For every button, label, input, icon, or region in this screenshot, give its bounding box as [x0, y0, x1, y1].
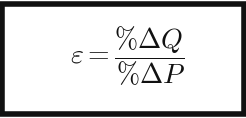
Text: $\varepsilon = \dfrac{\%\Delta Q}{\%\Delta P}$: $\varepsilon = \dfrac{\%\Delta Q}{\%\Del…: [70, 25, 186, 88]
